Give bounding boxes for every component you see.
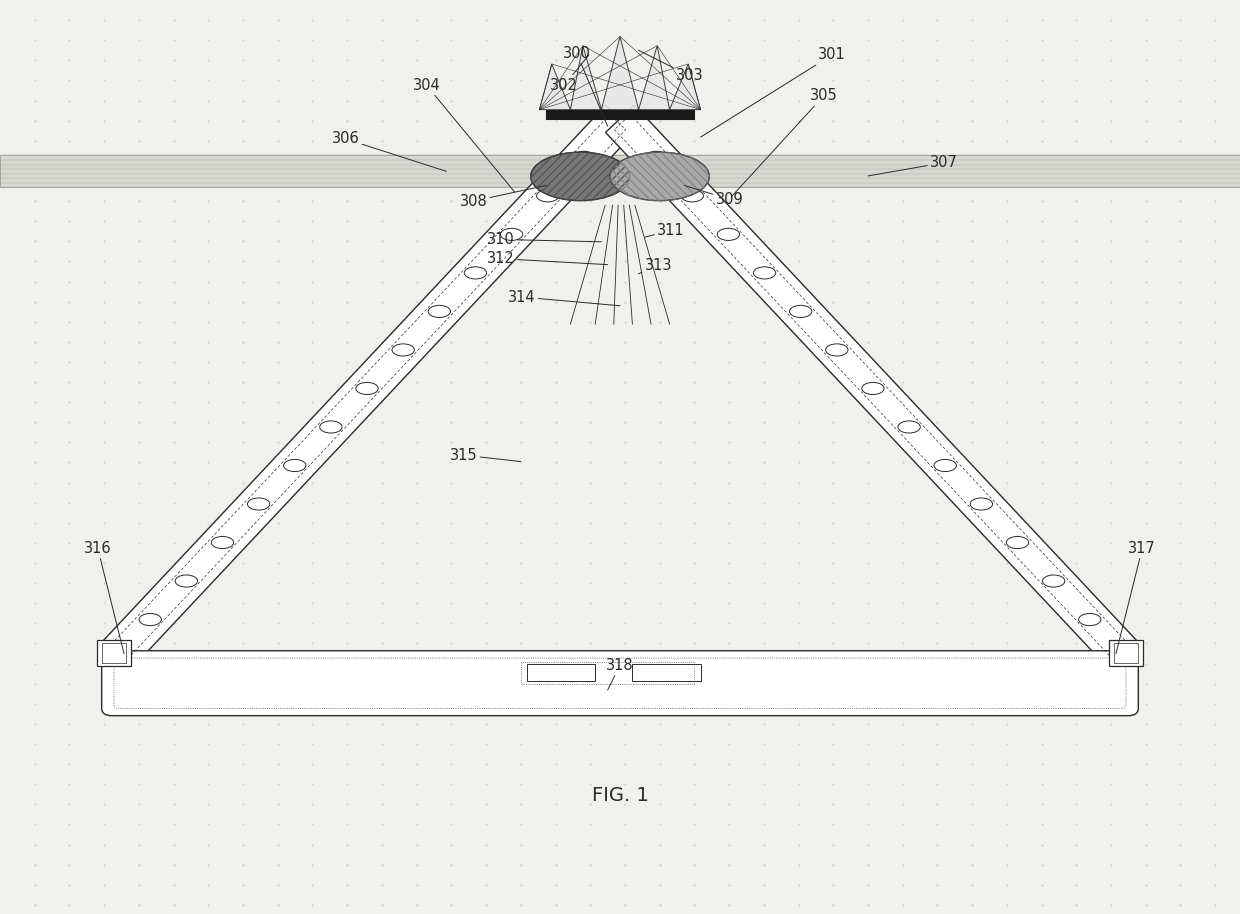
Text: 302: 302 [551, 55, 589, 92]
Polygon shape [539, 37, 701, 110]
Ellipse shape [1007, 537, 1029, 548]
Bar [546, 110, 694, 119]
Bar [102, 643, 126, 663]
Text: 301: 301 [701, 48, 846, 137]
Ellipse shape [1043, 575, 1065, 587]
Ellipse shape [139, 613, 161, 625]
Ellipse shape [175, 575, 197, 587]
Ellipse shape [501, 228, 523, 240]
Ellipse shape [934, 460, 956, 472]
Ellipse shape [537, 190, 559, 202]
Text: 315: 315 [450, 448, 521, 462]
Text: 307: 307 [868, 155, 957, 175]
Ellipse shape [826, 344, 848, 356]
Text: FIG. 1: FIG. 1 [591, 786, 649, 804]
Ellipse shape [681, 190, 703, 202]
Text: 312: 312 [487, 251, 608, 266]
Text: 310: 310 [487, 232, 601, 247]
Ellipse shape [392, 344, 414, 356]
Text: 308: 308 [460, 186, 546, 208]
Bar [527, 664, 595, 681]
Ellipse shape [531, 152, 630, 201]
Ellipse shape [610, 152, 709, 201]
Polygon shape [99, 105, 635, 672]
Ellipse shape [754, 267, 776, 279]
Bar [1109, 640, 1143, 665]
Ellipse shape [790, 305, 812, 317]
Ellipse shape [898, 421, 920, 433]
Text: 313: 313 [639, 258, 672, 274]
Text: 303: 303 [639, 50, 703, 83]
Text: 311: 311 [645, 223, 684, 238]
Bar [0, 155, 1240, 187]
Bar [1114, 643, 1138, 663]
Ellipse shape [428, 305, 450, 317]
Text: 317: 317 [1116, 541, 1156, 654]
Ellipse shape [862, 382, 884, 395]
Bar [632, 664, 701, 681]
Ellipse shape [284, 460, 306, 472]
Ellipse shape [717, 228, 739, 240]
Text: 300: 300 [563, 46, 608, 126]
Ellipse shape [970, 498, 992, 510]
Ellipse shape [573, 152, 595, 164]
Ellipse shape [645, 152, 667, 164]
Bar [97, 640, 131, 665]
Text: 314: 314 [508, 290, 620, 306]
Text: 316: 316 [84, 541, 124, 654]
Text: 306: 306 [332, 132, 446, 172]
Text: 309: 309 [684, 186, 743, 207]
Ellipse shape [356, 382, 378, 395]
Bar [521, 662, 694, 684]
Ellipse shape [1079, 613, 1101, 625]
Ellipse shape [211, 537, 233, 548]
Text: 304: 304 [413, 78, 515, 192]
Text: 318: 318 [606, 658, 634, 690]
FancyBboxPatch shape [102, 651, 1138, 716]
Ellipse shape [320, 421, 342, 433]
Ellipse shape [248, 498, 270, 510]
Polygon shape [605, 105, 1141, 672]
Text: 305: 305 [732, 89, 837, 197]
Ellipse shape [464, 267, 486, 279]
